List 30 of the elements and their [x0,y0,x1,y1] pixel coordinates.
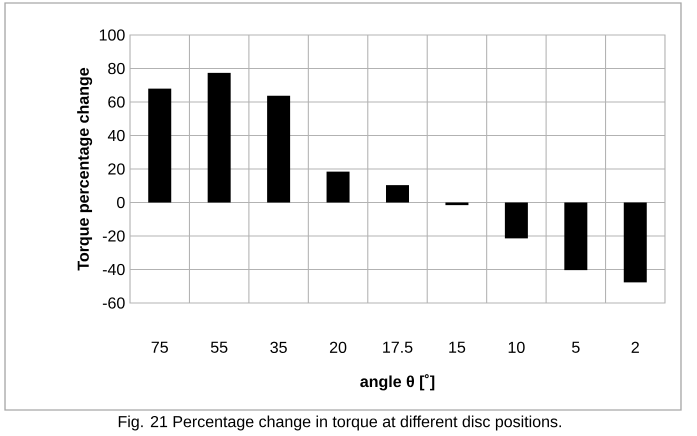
x-tick-label: 35 [270,342,287,354]
y-tick-label: 60 [108,96,125,108]
bar [208,72,231,202]
bar [445,202,468,206]
x-tick-label: 10 [508,342,525,354]
y-axis-title: Torque percentage change [77,68,92,270]
x-tick-label: 17.5 [383,342,412,353]
bar [564,202,588,270]
x-tick-label: 20 [330,342,346,354]
bar [326,172,350,202]
y-tick-label: 0 [117,196,125,208]
y-tick-label: 20 [108,163,125,175]
y-tick-label: -60 [102,297,125,309]
x-tick-label: 5 [572,342,580,353]
x-tick-label: 55 [210,342,228,353]
y-tick-label: 100 [100,29,125,41]
y-tick-label: 40 [108,130,125,142]
x-axis-title: angle θ [˚] [360,374,434,390]
x-tick-label: 2 [632,342,639,353]
bar [624,202,647,282]
bar [386,185,409,202]
x-tick-label: 15 [449,342,466,353]
bar [148,88,172,202]
y-tick-label: 80 [108,62,125,74]
y-tick-label: -40 [102,264,125,276]
bar [267,96,290,202]
caption: Fig. 21 Percentage change in torque at different disc positions. [118,416,561,430]
x-tick-label: 75 [152,342,168,353]
y-tick-label: -20 [102,230,125,242]
bar [504,202,528,238]
